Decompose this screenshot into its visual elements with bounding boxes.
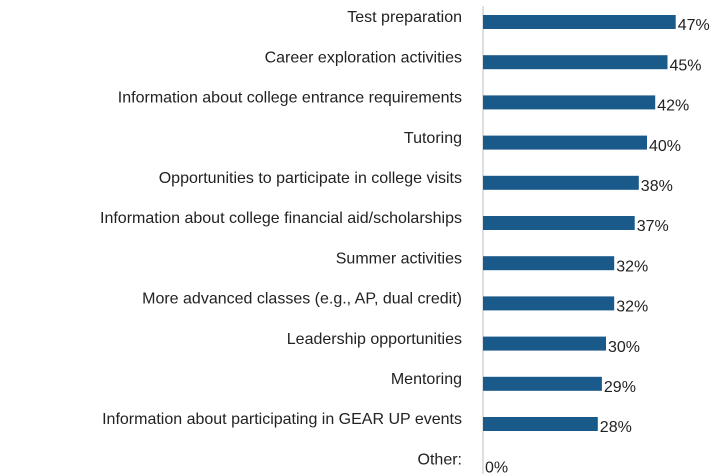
- category-label: Opportunities to participate in college …: [159, 170, 462, 187]
- bar: [483, 216, 635, 230]
- value-label: 32%: [616, 299, 648, 316]
- value-label: 47%: [678, 17, 710, 34]
- value-label: 38%: [641, 178, 673, 195]
- bar: [483, 15, 676, 29]
- category-label: Other:: [418, 451, 462, 468]
- bar: [483, 175, 639, 190]
- category-label: Summer activities: [336, 250, 462, 267]
- category-label: Tutoring: [404, 130, 462, 147]
- bar: [483, 135, 647, 150]
- category-label: Information about college financial aid/…: [100, 210, 462, 227]
- value-label: 28%: [600, 419, 632, 436]
- value-label: 45%: [670, 57, 702, 74]
- bar: [483, 55, 668, 70]
- value-label: 30%: [608, 339, 640, 356]
- value-label: 40%: [649, 138, 681, 155]
- category-label: Career exploration activities: [265, 49, 462, 66]
- bar: [483, 376, 602, 391]
- bar: [483, 256, 615, 271]
- bar: [483, 296, 615, 311]
- category-label: Information about college entrance requi…: [118, 90, 462, 107]
- bar: [483, 417, 598, 431]
- value-label: 37%: [637, 218, 669, 235]
- category-label: More advanced classes (e.g., AP, dual cr…: [142, 291, 462, 308]
- category-label: Mentoring: [391, 371, 462, 388]
- value-label: 29%: [604, 379, 636, 396]
- value-label: 42%: [657, 98, 689, 115]
- bar: [483, 95, 656, 110]
- category-label: Test preparation: [347, 9, 462, 26]
- category-label: Leadership opportunities: [287, 331, 462, 348]
- category-label: Information about participating in GEAR …: [102, 411, 462, 428]
- bar: [483, 336, 606, 351]
- value-label: 32%: [616, 258, 648, 275]
- value-label: 0%: [485, 459, 508, 474]
